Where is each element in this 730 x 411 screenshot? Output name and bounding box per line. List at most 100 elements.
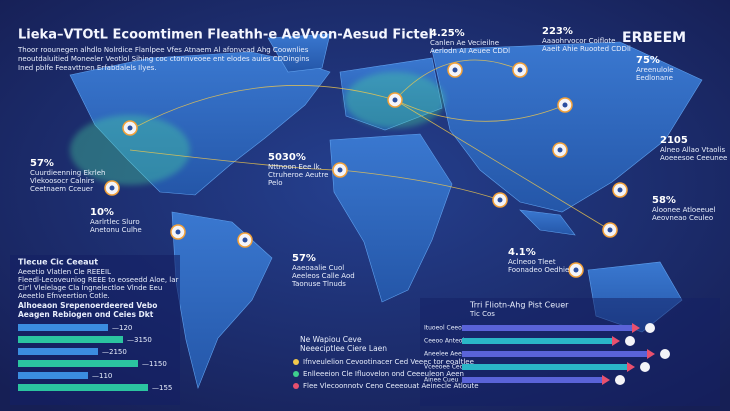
callout-text: Aaeoaalie Cuol: [292, 264, 344, 272]
legend-item: Flee Vlecoonnotv Ceno Ceeeouat Aeinecle …: [303, 382, 479, 390]
callout-text: Aeeleos Calle Aod: [292, 272, 355, 280]
panel-title: Trri Fliotn-Ahg Pist Ceuer: [469, 301, 569, 310]
map-icon-dot: [392, 97, 398, 103]
row-icon: [625, 336, 635, 346]
map-icon-dot: [573, 267, 579, 273]
panel-bar: [18, 336, 123, 343]
callout-text: Aclneoo Tleet: [508, 258, 556, 266]
legend-item: Ifnveulelion Cevootinacer Ced Veeec tor …: [303, 358, 474, 366]
callout-value: 10%: [90, 207, 114, 218]
callout-text: Aaaohrvocor Coiflote: [542, 37, 615, 45]
panel-bar: [18, 372, 88, 379]
routes: [129, 59, 611, 231]
callout-text: Cuurdieenning Ekrleh: [30, 169, 105, 177]
arrow-head: [647, 349, 655, 359]
callout-text: Alneo Allao Vtaolis: [660, 146, 725, 154]
panel-row-value: —110: [92, 372, 112, 380]
legend-item: Enlleeeion Cle Ifluovelon ond Ceeeuleon …: [303, 370, 464, 378]
panel-arrow: [462, 377, 602, 383]
callout-text: Foonadeo Oedhie: [508, 266, 569, 274]
callout-value: 2105: [660, 135, 688, 146]
callout-text: Areenulole: [636, 66, 673, 74]
panel-row-label: Ituoeol Ceeoe: [424, 325, 466, 332]
panel-subtitle: Tic Cos: [469, 310, 495, 318]
panel-text: Fleedl-Lecoveuniog REEE to eoseedd Aloe,…: [18, 276, 179, 284]
map-icon-dot: [127, 125, 133, 131]
arrow-head: [632, 323, 640, 333]
legend-swatch: [293, 359, 299, 365]
callout-text: Aarlrtlec Sluro: [90, 218, 140, 226]
panel-title: Tlecue Cic Ceeaut: [18, 258, 98, 267]
panel-row-value: —120: [112, 324, 132, 332]
map-icon-dot: [175, 229, 181, 235]
map-icon-dot: [607, 227, 613, 233]
callout-text: Vlekoosocr Calnirs: [30, 177, 95, 185]
panel-section: Alhoeaon Srepenoerdeered Vebo: [18, 301, 157, 310]
panel-bar: [18, 384, 148, 391]
callout-text: Aeovneao Ceuleo: [652, 214, 713, 222]
callout-value: 4.25%: [430, 28, 465, 39]
logo: ERBEEM: [622, 30, 686, 46]
row-icon: [640, 362, 650, 372]
panel-arrow: [462, 364, 627, 370]
callout-value: 57%: [292, 253, 316, 264]
panel-row-label: Aneelee Aeeo: [424, 351, 466, 358]
map-icon-dot: [517, 67, 523, 73]
map-icon-dot: [562, 102, 568, 108]
callout-text: Aaeit Ahie Ruooted CDDli: [542, 45, 631, 53]
panel-row-value: —1150: [142, 360, 167, 368]
map-icon-dot: [557, 147, 563, 153]
row-icon: [615, 375, 625, 385]
callout-value: 5030%: [268, 152, 306, 163]
map-icon-dot: [497, 197, 503, 203]
panel-text: Aeeetlo Efnveertion Cotle.: [18, 292, 110, 300]
legend-title: Neeeciptlee Ciere Laen: [300, 344, 387, 353]
callout-value: 4.1%: [508, 247, 536, 258]
panel-text: Aeeetio Vlatlen Cle REEEIL: [18, 268, 111, 276]
panel-row-label: Ceeoo Anteol: [424, 338, 464, 345]
legend-title: Ne Wapiou Ceve: [300, 335, 362, 344]
arrow-head: [627, 362, 635, 372]
legend-swatch: [293, 371, 299, 377]
map-icon-dot: [242, 237, 248, 243]
panel-row-label: Vceeoee Ceoel: [424, 364, 469, 371]
row-icon: [660, 349, 670, 359]
panel-row-value: —3150: [127, 336, 152, 344]
callout-text: Anetonu Culhe: [90, 226, 142, 234]
callout-text: Aoeeesoe Ceeunee: [660, 154, 727, 162]
panel-row-value: —2150: [102, 348, 127, 356]
callout-text: Taonuse Tlnuds: [291, 280, 346, 288]
callout-value: 75%: [636, 55, 660, 66]
panel-arrow: [462, 338, 612, 344]
arrow-head: [612, 336, 620, 346]
map-icon-dot: [617, 187, 623, 193]
callout-text: Canlen Ae Vecieilne: [430, 39, 499, 47]
panel-row-label: Ainee Cueu: [424, 377, 459, 384]
panel-arrow: [462, 325, 632, 331]
panel-bar: [18, 360, 138, 367]
callout-text: Eedlonane: [636, 74, 673, 82]
row-icon: [645, 323, 655, 333]
callout-value: 58%: [652, 195, 676, 206]
callout-text: Ctruheroe Aeutre: [268, 171, 328, 179]
callout-value: 57%: [30, 158, 54, 169]
subtitle: Thoor roounegen alhdlo Nolrdice Flanlpee…: [17, 46, 309, 54]
callout-text: Aerlodn AI Aeuee CDDl: [430, 47, 510, 55]
arrow-head: [602, 375, 610, 385]
legend-swatch: [293, 383, 299, 389]
subtitle: neoutdaluitied Moneeler Veotlol Sihing c…: [18, 55, 310, 63]
panel-bar: [18, 324, 108, 331]
callout-text: Pelo: [268, 179, 283, 187]
callout-text: Ceetnaem Cceuer: [30, 185, 93, 193]
panel-bar: [18, 348, 98, 355]
map-icon-dot: [109, 185, 115, 191]
map-icon-dot: [337, 167, 343, 173]
callout-text: Nttnoon Eee lk.: [268, 163, 322, 171]
panel-arrow: [462, 351, 647, 357]
map-icon-dot: [452, 67, 458, 73]
subtitle: Ined pblfe Feeavttnen Erfabdalels Ilyes.: [18, 64, 157, 72]
panel-section: Aeagen Rebiogen ond Ceies Dkt: [18, 310, 154, 319]
callout-text: Aloonee Atloeeuel: [652, 206, 716, 214]
title: Lieka–VTOtL Ecoomtimen Fleathh-e AeVvon-…: [18, 28, 433, 43]
